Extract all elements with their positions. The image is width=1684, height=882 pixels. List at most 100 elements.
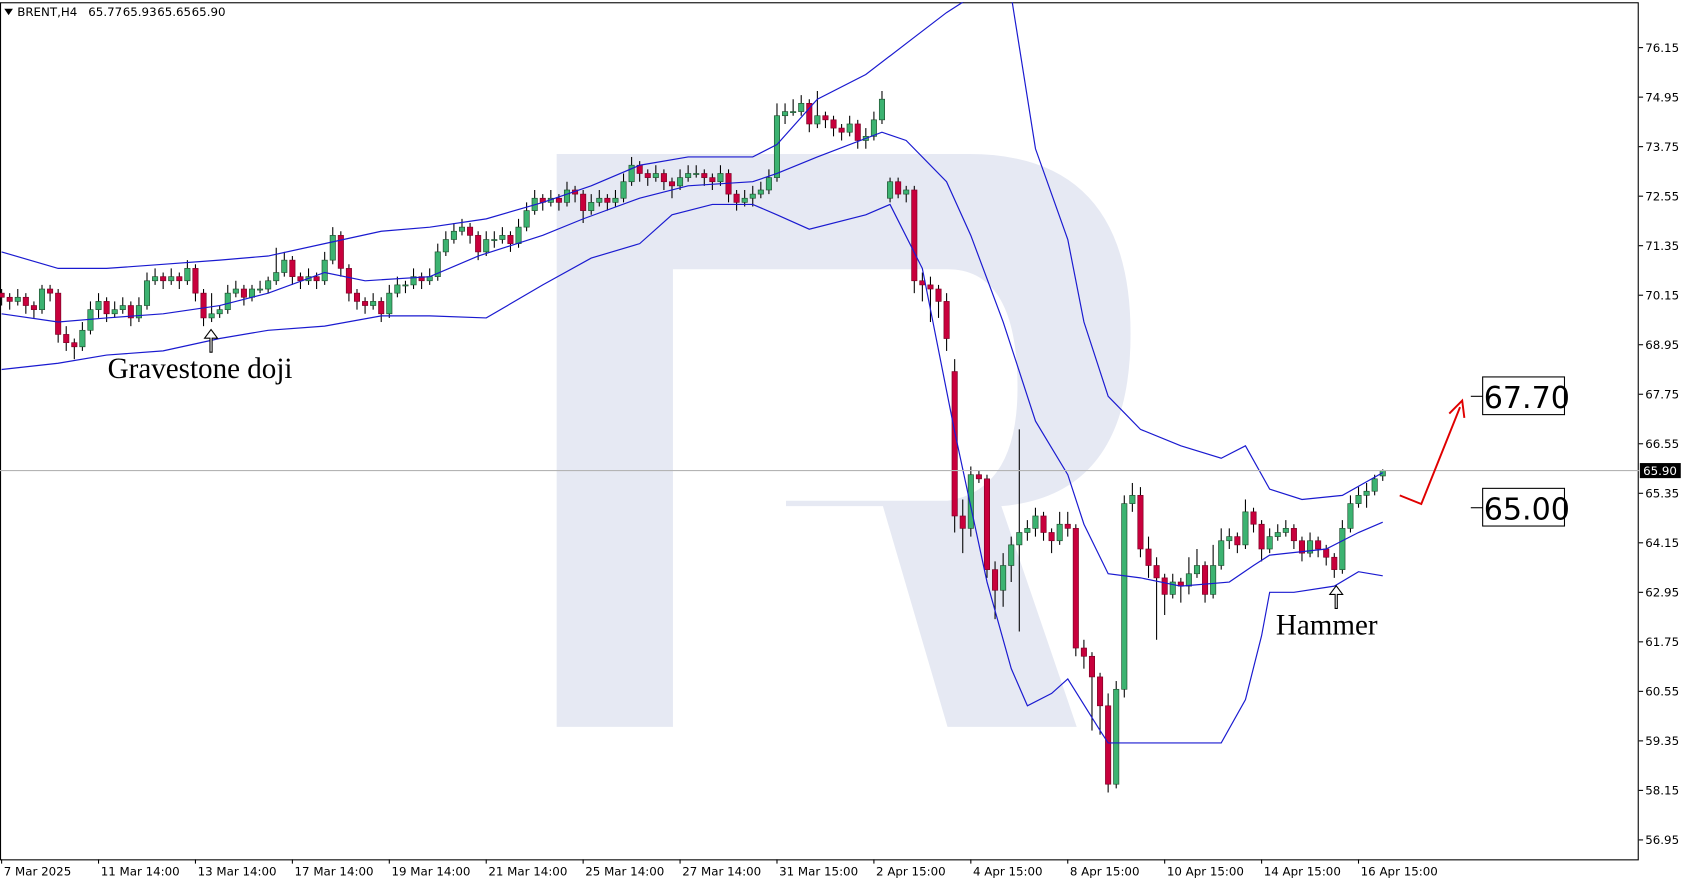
x-tick-label: 8 Apr 15:00	[1070, 864, 1140, 878]
candle-body	[838, 127, 845, 133]
candle-body	[257, 288, 264, 291]
x-tick-label: 2 Apr 15:00	[876, 864, 946, 878]
bollinger-band	[1, 131, 1383, 587]
y-tick-label: 62.95	[1645, 586, 1679, 600]
bollinger-band	[1, 2, 1384, 501]
x-tick-label: 31 Mar 15:00	[779, 864, 858, 878]
candle-body	[717, 173, 724, 183]
candle-body	[620, 181, 627, 199]
candle-body	[467, 226, 474, 236]
header-low: 65.65	[157, 5, 191, 19]
annotation: Gravestone doji	[108, 353, 293, 385]
level-box	[1482, 487, 1566, 527]
candle-body	[313, 276, 320, 282]
y-tick-label: 73.75	[1645, 140, 1679, 154]
candle-body	[1307, 540, 1314, 554]
candle-body	[1016, 532, 1023, 546]
level-label: 65.00	[1484, 493, 1570, 528]
candle-body	[765, 177, 772, 191]
header-high: 65.93	[123, 5, 157, 19]
candle-body	[442, 239, 449, 253]
candle-body	[677, 177, 684, 187]
candle-body	[273, 272, 280, 282]
y-tick-label: 70.15	[1645, 289, 1679, 303]
candle-body	[903, 189, 910, 195]
x-tick-label: 13 Mar 14:00	[198, 864, 277, 878]
candle-body	[1072, 528, 1079, 649]
candle-body	[709, 177, 716, 183]
candle-body	[1097, 676, 1104, 707]
candle-body	[668, 181, 676, 187]
candle-body	[168, 276, 175, 282]
candle-body	[63, 334, 70, 343]
candle-body	[160, 276, 167, 282]
candle-body	[208, 313, 215, 319]
price-label-box	[1639, 463, 1681, 479]
candle-body	[224, 292, 231, 310]
candle-body	[604, 197, 611, 203]
candle-body	[1347, 503, 1354, 529]
candle-body	[798, 103, 805, 112]
candle-body	[1331, 556, 1338, 570]
x-tick-label: 4 Apr 15:00	[973, 864, 1043, 878]
candle-body	[1218, 540, 1225, 566]
y-tick-label: 56.95	[1645, 833, 1679, 847]
candle-body	[281, 259, 288, 273]
annotation-arrow	[203, 328, 219, 353]
candle-body	[329, 235, 336, 261]
candle-body	[1161, 577, 1168, 595]
candle-body	[1210, 565, 1217, 595]
candle-body	[992, 569, 999, 591]
y-tick-label: 64.15	[1645, 536, 1679, 550]
x-tick-label: 11 Mar 14:00	[101, 864, 180, 878]
candle-body	[943, 301, 950, 339]
plot-frame	[0, 2, 1639, 861]
candle-body	[402, 284, 409, 287]
candle-body	[588, 202, 595, 211]
candle-body	[71, 342, 78, 348]
candle-body	[22, 296, 29, 306]
annotation: Hammer	[1276, 609, 1378, 641]
candle-body	[1185, 573, 1192, 587]
candle-body	[216, 309, 223, 315]
candle-body	[1169, 581, 1176, 595]
header-close: 65.90	[192, 5, 226, 19]
candle-body	[644, 173, 651, 178]
candle-body	[1282, 528, 1289, 533]
candle-body	[103, 301, 110, 315]
y-tick-label: 67.75	[1645, 388, 1679, 402]
candle-body	[1290, 528, 1297, 542]
header-icon	[4, 8, 13, 16]
candle-body	[289, 259, 296, 277]
candle-body	[782, 111, 789, 117]
candle-body	[660, 173, 667, 183]
x-tick-label: 27 Mar 14:00	[682, 864, 761, 878]
candle-body	[1226, 536, 1233, 542]
candle-body	[1355, 495, 1362, 504]
candle-body	[1024, 528, 1031, 533]
candle-body	[919, 280, 926, 286]
candle-body	[596, 197, 603, 203]
annotation-arrow	[1328, 584, 1344, 609]
candle-body	[1371, 478, 1378, 492]
candle-body	[1266, 536, 1273, 550]
candle-body	[386, 292, 393, 315]
level-label: 67.70	[1484, 381, 1570, 416]
candle-body	[1145, 548, 1152, 566]
candle-body	[507, 235, 514, 244]
y-tick-label: 58.15	[1645, 784, 1679, 798]
candle-body	[362, 301, 369, 306]
y-tick-label: 76.15	[1645, 41, 1679, 55]
candle-body	[612, 197, 619, 203]
y-tick-label: 71.35	[1645, 239, 1679, 253]
x-tick-label: 19 Mar 14:00	[391, 864, 470, 878]
candle-body	[749, 193, 756, 199]
candle-body	[887, 181, 894, 199]
candle-body	[240, 288, 247, 298]
candle-body	[927, 284, 934, 290]
candle-body	[895, 181, 902, 195]
x-tick-label: 25 Mar 14:00	[585, 864, 664, 878]
candle-body	[1008, 544, 1015, 566]
candle-body	[1202, 565, 1209, 595]
candle-body	[55, 292, 62, 335]
